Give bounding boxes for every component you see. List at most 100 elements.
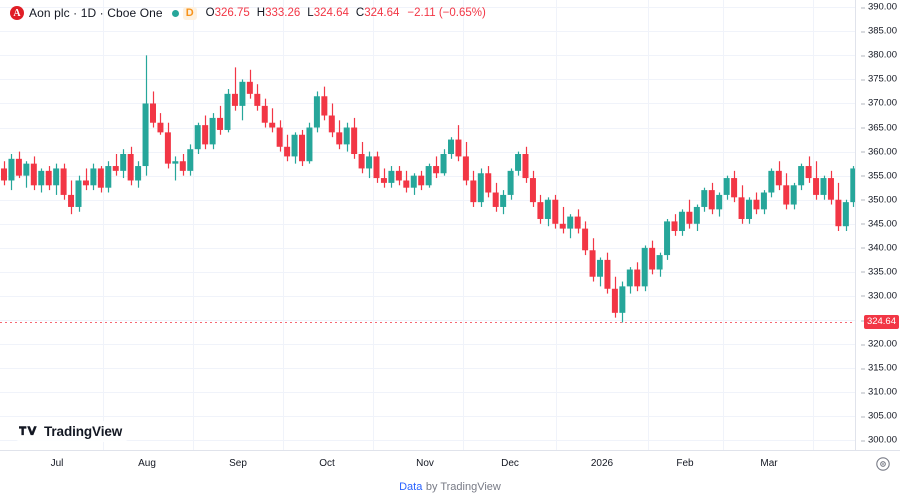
price-tick: 315.00 [860,363,897,374]
candle [276,127,283,147]
candle [306,127,313,162]
candle [291,134,298,157]
target-icon[interactable] [875,456,891,472]
price-tick-dash [860,79,865,81]
candle [343,127,350,145]
candle [15,158,22,176]
candle [485,173,492,193]
time-tick: Mar [760,458,778,469]
candle [8,158,15,181]
ohlc-high: H333.26 [257,7,301,19]
price-tick-dash [860,271,865,273]
symbol-title[interactable]: Aon plc · 1D · Cboe One [29,6,163,20]
price-tick: 360.00 [860,146,897,157]
candle [23,163,30,176]
price-tick: 340.00 [860,242,897,253]
candle [529,178,536,203]
candle [269,122,276,128]
candle [798,166,805,186]
candle [597,259,603,277]
candle [835,199,842,227]
candle [418,175,425,186]
candle [693,206,700,224]
price-tick-dash [860,247,865,249]
price-axis[interactable]: 390.00 385.00 380.00 375.00 370.00 365.00 360.… [855,0,900,450]
chart-gridlines [0,0,855,450]
tv-logo-icon [19,425,37,435]
candle [105,166,112,188]
time-tick: Aug [138,458,156,469]
candle [515,154,522,171]
data-link[interactable]: Data [399,481,423,493]
candle [97,168,104,188]
candle [574,216,581,229]
ohlc-close-value: 324.64 [364,7,400,19]
candle [30,163,37,186]
candle [701,190,708,207]
candle [187,149,194,171]
price-tick: 305.00 [860,411,897,422]
candle [75,180,82,207]
ohlc-close: C324.64 [356,7,400,19]
candle [142,103,149,167]
price-tick-dash [860,344,865,346]
candle [626,269,633,287]
price-tick: 350.00 [860,194,897,205]
candle [403,180,410,188]
candle [582,228,589,251]
candle [395,170,402,181]
time-axis[interactable]: Jul Aug Sep Oct Nov Dec 2026 Feb Mar [0,450,900,476]
price-tick-dash [860,320,865,322]
candle [202,125,209,145]
candle [433,166,440,174]
candle [45,170,52,186]
candle [127,154,134,181]
price-tick-dash [860,392,865,394]
candle [477,173,484,203]
candle [358,154,365,169]
candle [172,161,179,164]
price-change: −2.11 (−0.65%) [407,7,486,19]
price-tick-dash [860,103,865,105]
candle [448,139,454,155]
candle [559,223,566,229]
candle [649,247,656,270]
price-tick: 330.00 [860,290,897,301]
candle [611,288,618,313]
candle [470,180,477,203]
time-tick: Jul [50,458,64,469]
footer-suffix: by TradingView [425,481,501,493]
ohlc-close-key: C [355,7,365,19]
time-tick: Dec [501,458,519,469]
ohlc-open-value: 326.75 [214,7,250,19]
candle [492,192,499,207]
price-tick-dash [860,31,865,33]
chart-plot-area[interactable] [0,0,855,450]
price-tick: 380.00 [860,50,897,61]
candle [813,178,820,195]
candle [671,221,678,232]
aon-logo-icon: A [10,6,24,20]
market-open-dot-icon [171,9,179,17]
price-tick: 355.00 [860,170,897,181]
candle [373,156,380,179]
candle [783,185,790,205]
candle [850,168,855,203]
price-tick-dash [860,295,865,297]
candle [157,122,164,133]
candle [589,250,596,277]
candle [120,154,127,171]
candle [664,221,671,256]
candle [552,199,559,224]
candle [522,154,529,179]
tradingview-watermark: TradingView [12,421,133,442]
candle [544,199,551,219]
candle [90,168,97,186]
interval-badge[interactable]: D [182,6,197,20]
candle [604,259,611,289]
candle [619,286,626,313]
candlestick-series [0,55,855,323]
candle [708,190,715,210]
candle [164,132,171,164]
candle [440,154,447,174]
